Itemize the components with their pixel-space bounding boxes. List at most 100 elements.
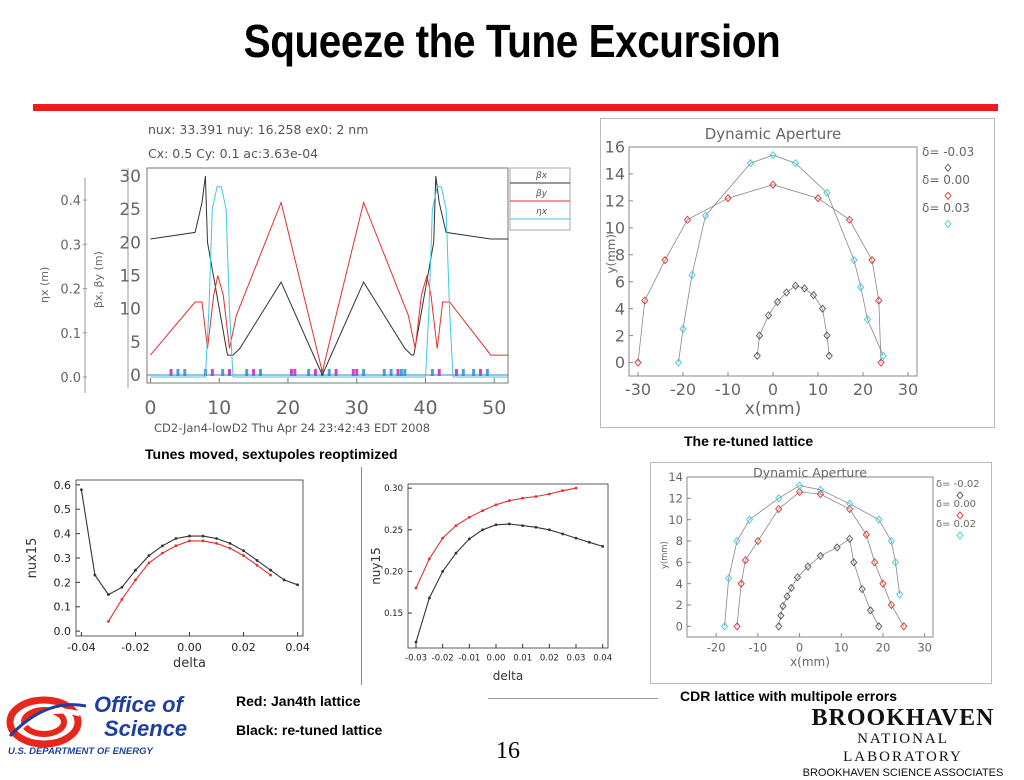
da_bottom-series-point-0 (779, 601, 787, 611)
legend-red-note: Red: Jan4th lattice (236, 693, 361, 709)
da_top-series-line-0 (756, 285, 830, 356)
da_top-y-tick-label: 10 (605, 219, 625, 238)
nuy-series-point-1 (507, 499, 511, 503)
lattice-legend-label: βy (535, 189, 548, 199)
nux-series-point-0 (296, 583, 299, 587)
nuy-series-point-1 (414, 586, 418, 590)
lattice-series-2 (150, 186, 508, 378)
da_top-legend-label: δ= -0.03 (922, 145, 974, 159)
nuy-y-tick-label: 0.20 (384, 567, 403, 577)
nux-y-tick-label: 0.0 (54, 625, 72, 638)
beta-axis-label: βx, βy (m) (92, 251, 105, 308)
nux-series-point-1 (161, 551, 164, 555)
nux-series-point-1 (120, 598, 124, 601)
nuy-y-tick-label: 0.25 (384, 526, 403, 536)
da_top-x-label: x(mm) (745, 399, 801, 419)
nuy-series-point-0 (427, 596, 431, 600)
da_top-series-point-0 (825, 351, 833, 360)
da_bottom-series-point-1 (737, 579, 745, 588)
da_top-series-point-2 (857, 282, 865, 292)
da_top-series-point-0 (764, 311, 773, 320)
bnl-sub: NATIONAL LABORATORY (843, 731, 963, 765)
da_top-series-point-0 (791, 281, 800, 290)
magnet-marker (472, 369, 476, 376)
page-title: Squeeze the Tune Excursion (243, 15, 781, 67)
nuy-series-point-0 (561, 532, 565, 536)
da_bottom-series-point-2 (891, 558, 900, 567)
da_bottom-title: Dynamic Aperture (753, 465, 867, 480)
nuy-series-point-0 (467, 537, 471, 541)
da_top-y-tick-label: 0 (615, 353, 625, 372)
nux-series-point-0 (188, 534, 191, 538)
da_bottom-y-tick-label: 12 (668, 491, 683, 505)
da_bottom-series-point-0 (777, 611, 785, 620)
da_top-title: Dynamic Aperture (705, 125, 842, 143)
lattice-x-tick-label: 0 (144, 397, 156, 419)
nuy-x-tick-label: 0.03 (567, 654, 586, 664)
da_bottom-series-point-2 (745, 515, 754, 524)
magnet-marker (176, 369, 180, 376)
da_bottom-series-point-0 (816, 551, 825, 561)
da_bottom-series-point-1 (795, 487, 804, 497)
da_top-series-point-2 (879, 351, 887, 360)
da_bottom-series-point-0 (833, 543, 841, 552)
nux-x-label: delta (173, 656, 206, 671)
caption-lattice: Tunes moved, sextupoles reoptimized (145, 446, 398, 462)
nuy-series-point-0 (601, 545, 605, 548)
nux-series-point-0 (107, 593, 110, 596)
magnet-marker (252, 369, 256, 376)
doe-logo: Office of Science U.S. DEPARTMENT OF ENE… (6, 690, 220, 762)
magnet-marker (258, 369, 262, 376)
da_top-y-tick-label: 4 (615, 299, 625, 318)
footer-divider (488, 698, 658, 699)
nux-x-tick-label: 0.02 (231, 641, 256, 654)
nuy-y-tick-label: 0.30 (384, 484, 403, 494)
da_top-legend-marker (944, 219, 952, 228)
magnet-marker (461, 369, 465, 376)
nuy-series-point-1 (467, 515, 471, 519)
lattice-legend-box (509, 167, 571, 231)
da_bottom-y-tick-label: 2 (676, 598, 683, 612)
da_top-series-point-2 (688, 270, 696, 280)
magnet-marker (351, 369, 355, 376)
title-underline (33, 104, 998, 111)
nux-series-point-0 (201, 534, 205, 538)
nux-series-point-0 (242, 549, 245, 553)
magnet-marker (403, 369, 407, 376)
da_bottom-y-tick-label: 10 (668, 513, 683, 527)
da_bottom-series-point-1 (871, 558, 879, 567)
nux-series-point-0 (147, 554, 151, 557)
nuy-series-point-0 (547, 528, 551, 532)
nux-series-point-1 (147, 561, 151, 565)
doe-emblem-icon (6, 696, 87, 748)
eta-axis-label: ηx (m) (40, 267, 51, 303)
nuy-x-tick-label: 0.00 (487, 654, 506, 664)
nuy-series-point-0 (507, 522, 511, 526)
magnet-marker (355, 369, 359, 376)
da_bottom-y-tick-label: 6 (676, 555, 683, 569)
nux-y-label: nux15 (25, 538, 40, 579)
da_bottom-series-line-1 (736, 491, 905, 627)
nux-series-point-1 (201, 539, 205, 543)
da_top-series-point-1 (877, 358, 885, 367)
nuy-series-point-1 (534, 495, 538, 498)
da_top-series-point-1 (634, 358, 642, 367)
da_bottom-series-point-1 (879, 579, 887, 588)
da_top-series-point-0 (823, 331, 831, 340)
bnl-assoc: BROOKHAVEN SCIENCE ASSOCIATES (802, 767, 1004, 779)
caption-da-bottom: CDR lattice with multipole errors (680, 688, 898, 704)
eta-tick-label: 0.1 (60, 327, 81, 342)
nuy-chart: 0.30 0.25 0.20 0.15 -0.03 -0.02 -0.01 0.00 0.01 0… (368, 478, 618, 686)
nuy-series-point-1 (441, 536, 445, 540)
da_bottom-series-point-1 (887, 600, 895, 610)
da_bottom-series-point-2 (795, 481, 804, 490)
nux-series-point-1 (242, 554, 245, 557)
da_bottom-frame (686, 476, 934, 638)
da_top-series-point-1 (661, 255, 669, 265)
da_top-series-point-1 (875, 296, 883, 305)
nux-series-point-0 (255, 559, 259, 562)
nux-y-tick-label: 0.3 (54, 552, 72, 565)
nux-series-point-1 (215, 541, 218, 545)
magnet-marker (437, 369, 441, 376)
